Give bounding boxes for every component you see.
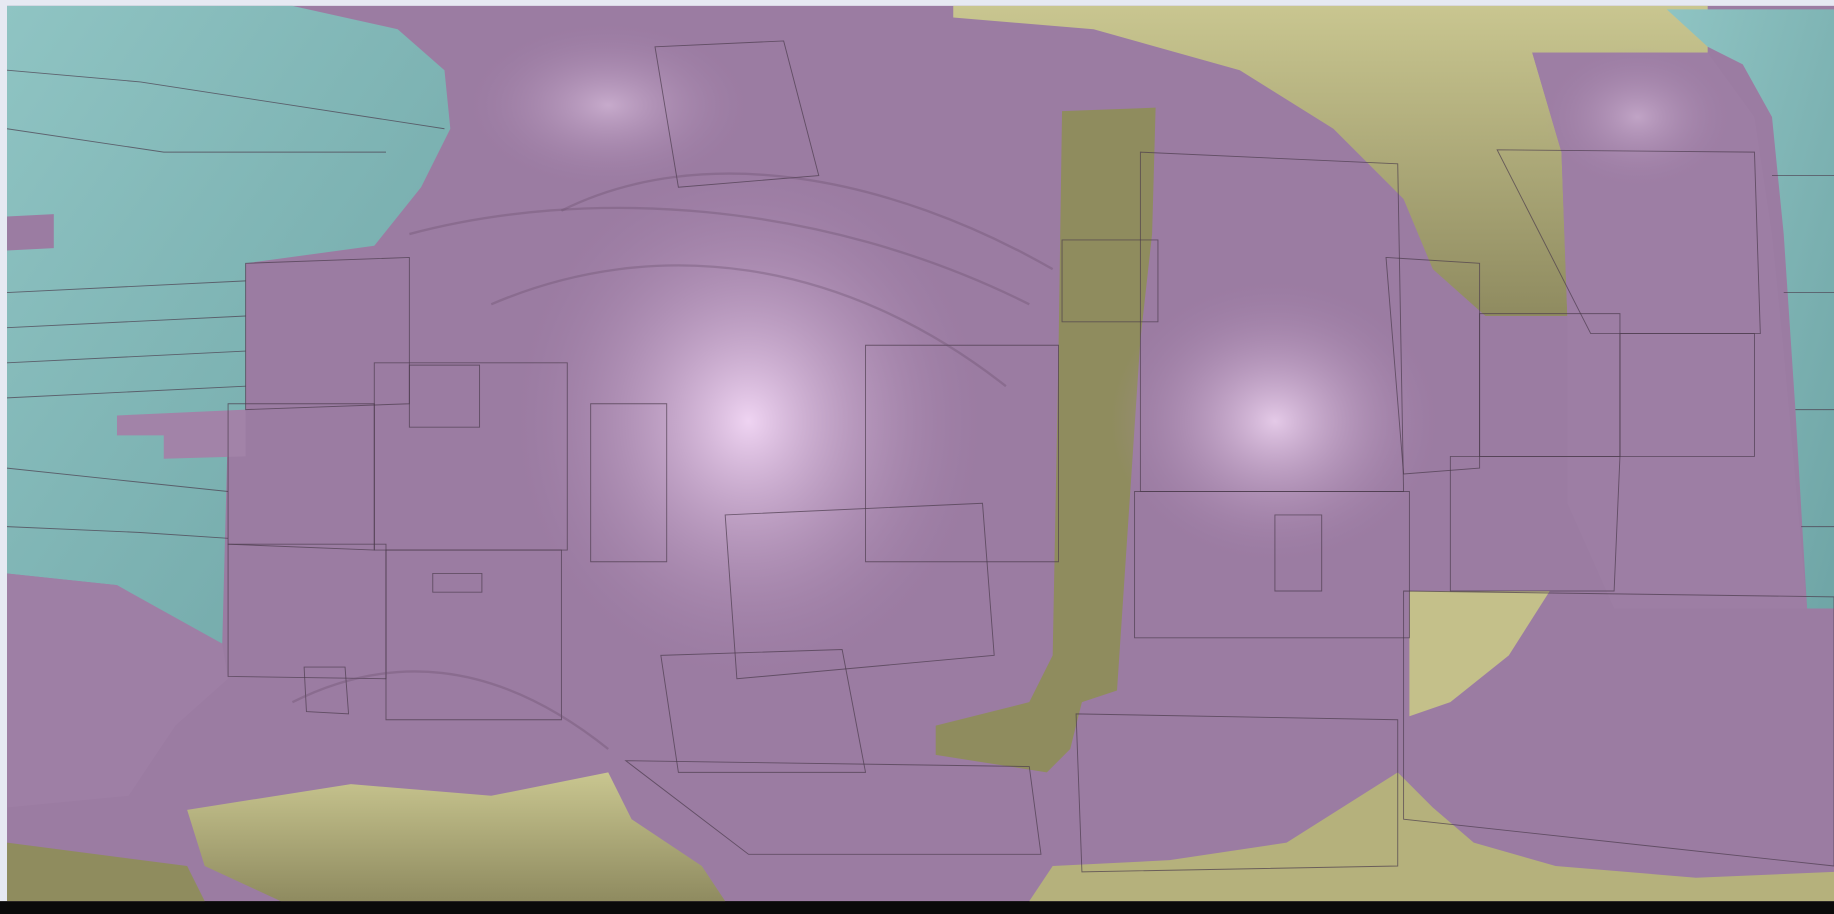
bottom-edge: [0, 901, 1834, 914]
purple-region: [7, 573, 229, 808]
footprint-outlines: [6, 40, 1834, 873]
olive-region: [187, 772, 726, 902]
teal-region: [1666, 9, 1834, 609]
teal-region: [7, 5, 451, 644]
olive-region: [1409, 590, 1550, 717]
olive-strip: [935, 107, 1156, 773]
olive-region: [953, 5, 1708, 316]
bright-area: [1543, 46, 1732, 188]
bright-area: [467, 23, 749, 188]
bright-area: [514, 163, 983, 679]
purple-region: [1532, 52, 1808, 609]
purple-patch: [116, 409, 246, 459]
surface-lineae: [291, 172, 1054, 750]
purple-patch: [7, 214, 54, 251]
olive-region: [7, 842, 205, 902]
